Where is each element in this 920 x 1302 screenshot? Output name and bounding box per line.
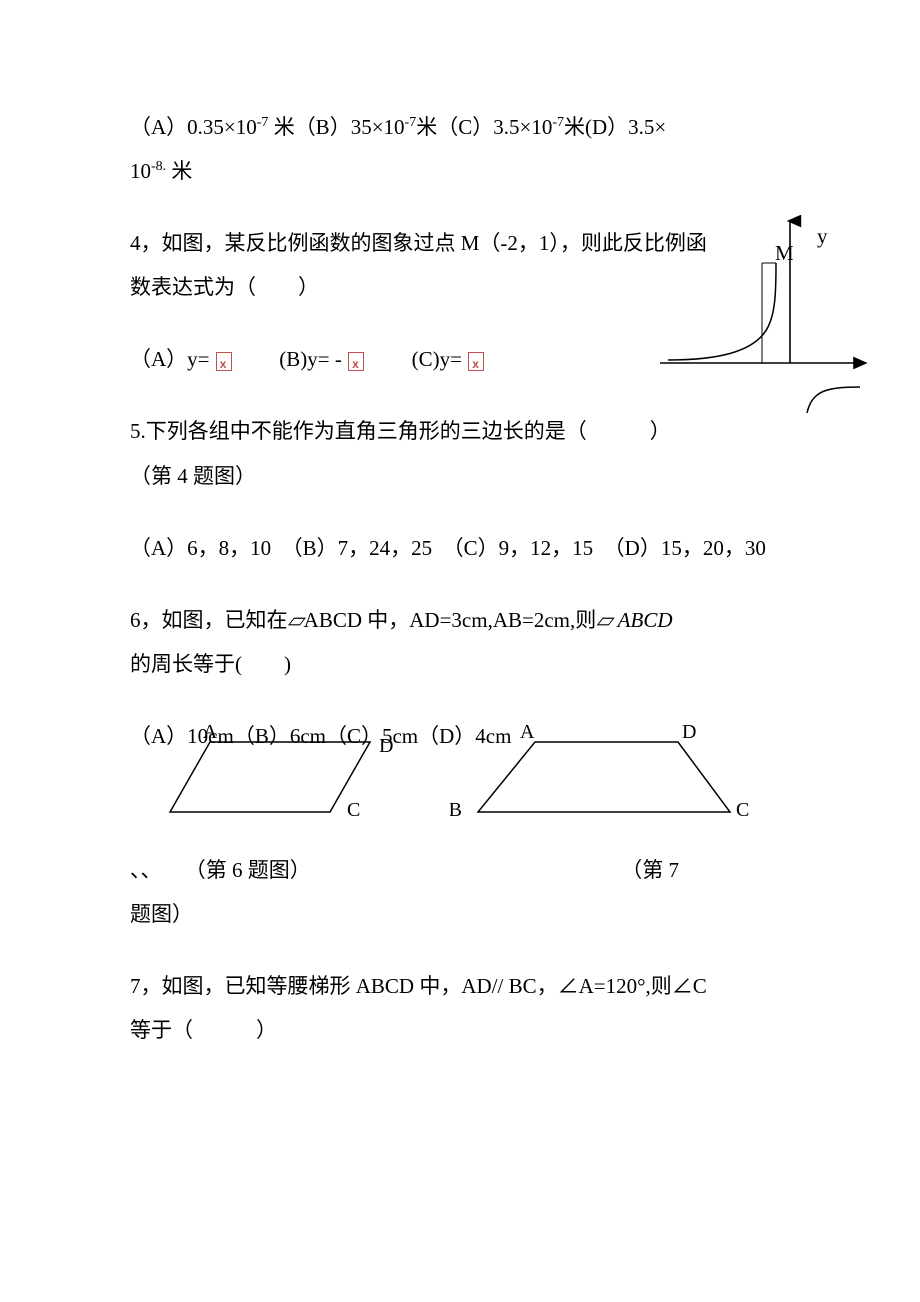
label-D: D (379, 735, 393, 757)
fig7-caption-suffix: 题图） (130, 902, 193, 926)
label-A: A (203, 722, 218, 743)
q3-optA-exp: -7 (257, 115, 269, 130)
q3-optB-exp: -7 (405, 115, 417, 130)
q4-m-label: M (775, 241, 794, 265)
label-A: A (520, 722, 535, 743)
parallelogram-symbol: ▱ (596, 608, 612, 632)
q4-curve-right (807, 387, 860, 413)
q3-optB-text: （B）35×10 (295, 115, 405, 139)
label-D: D (682, 722, 696, 743)
q4-stem-a: 4，如图，某反比例函数的图象过点 M（-2，1），则此反比例函 (130, 231, 707, 255)
q7-stem: 7，如图，已知等腰梯形 ABCD 中，AD// BC，∠A=120°,则∠C 等… (130, 964, 790, 1052)
q3-line2-unit: 米 (166, 159, 192, 183)
q4-optA-label: （A）y= (130, 347, 215, 371)
q5-options: （A）6，8，10 （B）7，24，25 （C）9，12，15 （D）15，20… (130, 526, 790, 570)
figure-row: A D B C A D B C (130, 722, 790, 842)
q6-stem-a: 6，如图，已知在 (130, 608, 288, 632)
q3-line2-base: 10 (130, 159, 151, 183)
q3-optC-text: （C）3.5×10 (437, 115, 552, 139)
q7-stem-b: 等于（ ） (130, 1018, 277, 1042)
q4-fig-caption: （第 4 题图） (130, 464, 256, 488)
q6-stem-b: ABCD 中，AD=3cm,AB=2cm,则 (304, 608, 597, 632)
q3-line2-exp: -8. (151, 159, 166, 174)
q4-block: 4，如图，某反比例函数的图象过点 M（-2，1），则此反比例函 数表达式为（ ）… (130, 221, 790, 309)
q4-optD-label: （ (524, 347, 545, 371)
q4-optC-label: (C)y= (412, 347, 468, 371)
label-C: C (347, 799, 360, 821)
q6-stem: 6，如图，已知在▱ABCD 中，AD=3cm,AB=2cm,则▱ ABCD 的周… (130, 598, 790, 686)
fig7-caption-prefix: （第 7 (621, 848, 679, 892)
q3-optA-unit: 米 (268, 115, 294, 139)
q3-optB-unit: 米 (416, 115, 437, 139)
q7-stem-a: 7，如图，已知等腰梯形 ABCD 中，AD// BC，∠A=120°,则∠C (130, 974, 707, 998)
broken-image-icon (216, 352, 232, 371)
label-C: C (736, 799, 749, 821)
broken-image-icon (348, 352, 364, 371)
q3-optC-exp: -7 (552, 115, 564, 130)
q3-options-line1: （A）0.35×10-7 米（B）35×10-7米（C）3.5×10-7米(D）… (130, 105, 790, 193)
q6-stem-c: ABCD (612, 608, 672, 632)
q6-stem-d: 的周长等于( ) (130, 652, 291, 676)
parallelogram-symbol: ▱ (288, 608, 304, 632)
label-B: B (450, 799, 462, 821)
fig6-caption: （第 6 题图） (185, 848, 311, 892)
q3-optA-text: （A）0.35×10 (130, 115, 257, 139)
figure-caption-line: 、、 （第 6 题图） （第 7 题图） (130, 848, 790, 936)
q3-optC-unit: 米 (564, 115, 585, 139)
q4-optB-label: (B)y= - (279, 347, 347, 371)
q5-stem: 5.下列各组中不能作为直角三角形的三边长的是（ ） （第 4 题图） (130, 409, 790, 497)
label-B: B (155, 799, 156, 821)
q4-options: （A）y= (B)y= - (C)y= （ (130, 337, 790, 381)
fig-parallelogram: A D B C (155, 722, 415, 832)
broken-image-icon (468, 352, 484, 371)
stray-quote-marks: 、、 (130, 858, 162, 882)
fig-trapezoid: A D B C (450, 722, 750, 832)
q4-stem-b: 数表达式为（ ） (130, 275, 319, 299)
q5-stem-text: 5.下列各组中不能作为直角三角形的三边长的是（ ） (130, 419, 671, 443)
q4-y-label: y (817, 224, 828, 248)
q3-optD-text: (D）3.5× (585, 115, 666, 139)
